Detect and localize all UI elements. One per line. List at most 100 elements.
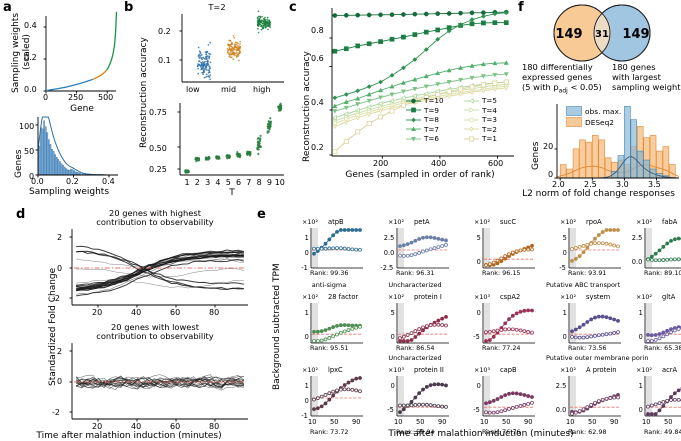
subplot-ytick: 0 (390, 333, 395, 341)
panel-d-top-plot (69, 229, 248, 308)
panel-d-bottom-plot (69, 343, 248, 422)
panel-b-bottom-xtick-8: 9 (266, 178, 272, 187)
panel-f-hist-xtick-1: 2.5 (584, 180, 597, 189)
subplot-ytick: 5 (476, 234, 481, 242)
panel-a-bottom-histogram (35, 116, 118, 178)
panel-b-bottom-xtick-4: 5 (225, 178, 231, 187)
panel-a: a Sampling weights (scaled) 0.0 0.2 0.4 … (0, 0, 120, 200)
subplot-ytick: -5 (559, 264, 566, 272)
panel-f-legend: obs. max. DESeq2 (566, 106, 621, 128)
panel-c-legend-item-t2: T=2 (463, 125, 497, 134)
panel-b-bottom-xtick-3: 4 (215, 178, 221, 187)
subplot-plot (644, 376, 681, 417)
subplot-exponent: ×10² (636, 293, 653, 301)
panel-f-histogram (554, 104, 680, 181)
panel-a-top-xtick-0: 0 (43, 93, 49, 102)
panel-f-hist-xtick-2: 3.0 (616, 180, 629, 189)
panel-b-top-xtick-high: high (253, 85, 271, 94)
legend-marker-icon (464, 117, 479, 122)
subplot-ytick: 1 (304, 382, 309, 390)
panel-d-bottom-ytick-2: 2 (57, 347, 63, 356)
panel-c-legend-item-t9: T=9 (405, 106, 439, 115)
subplot-exponent: ×10² (388, 218, 405, 226)
panel-e-subplot-28-factor: anti-sigma ×10² 28 factor 0 1 Rank: 95.51 (294, 281, 364, 365)
panel-f-legend-item-obs-max: obs. max. (566, 106, 621, 116)
subplot-plot (310, 376, 363, 417)
subplot-ytick: -1 (301, 412, 308, 420)
subplot-ytick: 0 (390, 382, 395, 390)
panel-d-xlabel: Time after malathion induction (minutes) (36, 431, 222, 441)
legend-label: T=10 (424, 96, 444, 105)
panel-c-ytick-1: 0.4 (311, 98, 324, 107)
panel-d-top-title-line2: contribution to observability (96, 217, 214, 228)
panel-d-bottom-title: 20 genes with lowest contribution to obs… (62, 322, 248, 342)
legend-label: T=2 (482, 124, 497, 134)
legend-label: obs. max. (585, 106, 622, 116)
panel-d-label: d (16, 207, 26, 222)
legend-marker-icon (406, 107, 421, 113)
subplot-ytick: 0.0 (555, 406, 567, 414)
subplot-exponent: ×10² (302, 366, 319, 374)
legend-marker-icon (406, 126, 421, 132)
panel-d-bottom-xtick-3: 80 (209, 422, 220, 431)
panel-b-top-title: T=2 (208, 2, 226, 12)
subplot-xtick: 50 (502, 418, 511, 426)
subplot-plot (396, 228, 449, 269)
legend-marker-icon (406, 98, 421, 103)
panel-d: d Standardized Fold Change 20 genes with… (0, 200, 258, 441)
venn-right-caption-line2: with largest (612, 72, 661, 83)
panel-d-top-xtick-0: 20 (92, 308, 103, 317)
panel-f-hist-ytick-0: 0 (548, 170, 554, 179)
panel-f-label: f (518, 0, 524, 15)
subplot-gene-name: lpxC (328, 366, 343, 374)
panel-c-plot (329, 8, 514, 159)
subplot-rank: Rank: 93.91 (568, 269, 607, 277)
subplot-gene-name: fabA (662, 218, 678, 226)
subplot-exponent: ×10² (636, 366, 653, 374)
panel-f-legend-item-deseq2: DESeq2 (566, 117, 621, 127)
panel-d-bottom-ytick-1: 0 (57, 377, 63, 386)
subplot-ytick: 1 (304, 234, 309, 242)
panel-d-top-title-line1: 20 genes with highest (109, 208, 201, 218)
legend-label: T=8 (424, 115, 439, 125)
subplot-gene-name: rpoA (586, 218, 602, 226)
subplot-rank: Rank: 89.10 (644, 269, 681, 277)
panel-f-hist-xtick-0: 2.0 (552, 180, 565, 189)
subplot-plot (644, 228, 681, 269)
subplot-rank: Rank: 96.15 (482, 269, 521, 277)
venn-left-caption-line1: 180 differentially (522, 62, 593, 72)
subplot-gene-name: atpB (328, 218, 344, 226)
panel-a-bottom-ytick-0: 0 (29, 172, 35, 181)
subplot-ytick: 0 (304, 397, 309, 405)
panel-d-top-xtick-2: 60 (170, 308, 181, 317)
venn-left-caption-line3: (5 with padj < 0.05) (522, 82, 608, 95)
subplot-gene-name: cspA2 (500, 293, 521, 301)
venn-right-caption-line1: 180 genes (612, 62, 656, 72)
subplot-ytick: 0 (476, 382, 481, 390)
panel-b-bottom-xtick-9: 10 (274, 178, 285, 187)
legend-marker-icon (464, 97, 479, 104)
subplot-plot (482, 303, 535, 344)
panel-b-top-ytick-1: 0.2 (158, 27, 171, 36)
subplot-plot (396, 376, 449, 417)
panel-d-bottom-xtick-0: 20 (92, 422, 103, 431)
legend-label: T=5 (482, 96, 497, 105)
legend-label: T=9 (424, 105, 439, 115)
subplot-xtick: 50 (664, 418, 673, 426)
subplot-exponent: ×10² (560, 293, 577, 301)
legend-marker-icon (464, 126, 479, 133)
panel-b: b T=2 Reconstruction accuracy 0.1 0.2 lo… (122, 0, 287, 200)
panel-e-subplot-system: Putative ABC transport ×10² system 0 1 Rank: … (546, 281, 621, 365)
subplot-exponent: ×10² (560, 366, 577, 374)
subplot-exponent: ×10² (636, 218, 653, 226)
venn-right-caption-line3: sampling weight (612, 82, 681, 93)
subplot-ytick: 5 (562, 234, 567, 242)
panel-c-xtick-1: 400 (431, 159, 447, 168)
subplot-ytick: 5 (390, 309, 395, 317)
panel-a-top-ytick-0: 0.0 (24, 85, 37, 94)
venn-overlap-count: 31 (595, 29, 609, 40)
legend-label: T=6 (424, 134, 439, 144)
subplot-plot (396, 303, 449, 344)
subplot-ytick: 1 (638, 309, 643, 317)
subplot-rank: Rank: 77.24 (482, 344, 521, 352)
